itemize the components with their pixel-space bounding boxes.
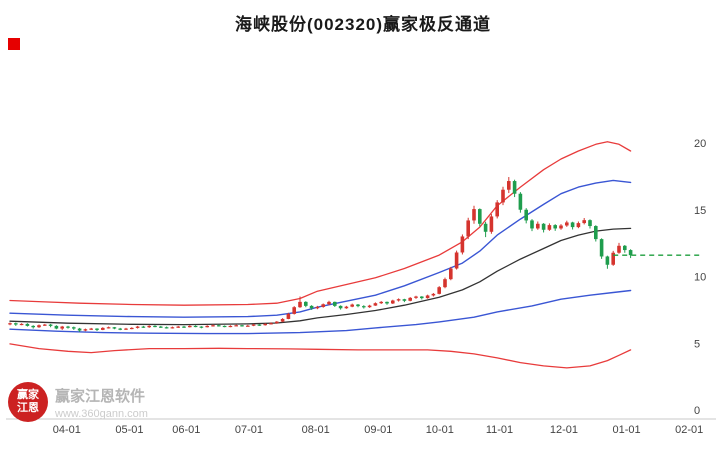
legend-marker	[8, 38, 20, 50]
svg-text:12-01: 12-01	[550, 424, 578, 436]
svg-text:07-01: 07-01	[235, 424, 263, 436]
svg-text:09-01: 09-01	[364, 424, 392, 436]
svg-text:0: 0	[694, 405, 700, 417]
svg-text:10-01: 10-01	[426, 424, 454, 436]
svg-text:5: 5	[694, 338, 700, 350]
watermark: 赢家江恩 赢家江恩软件 www.360gann.com	[8, 382, 148, 422]
watermark-brand: 赢家江恩软件	[55, 387, 146, 405]
svg-text:08-01: 08-01	[302, 424, 330, 436]
svg-text:01-01: 01-01	[612, 424, 640, 436]
svg-text:15: 15	[694, 205, 706, 217]
svg-text:05-01: 05-01	[115, 424, 143, 436]
svg-text:10: 10	[694, 272, 706, 284]
chart-title: 海峡股份(002320)赢家极反通道	[234, 15, 492, 34]
svg-text:11-01: 11-01	[486, 424, 513, 436]
watermark-logo-icon: 赢家江恩	[8, 382, 48, 422]
watermark-text-block: 赢家江恩软件 www.360gann.com	[55, 385, 148, 420]
watermark-url: www.360gann.com	[55, 407, 148, 420]
svg-text:06-01: 06-01	[172, 424, 200, 436]
svg-text:04-01: 04-01	[53, 424, 81, 436]
svg-text:02-01: 02-01	[675, 424, 703, 436]
svg-text:20: 20	[694, 138, 706, 150]
